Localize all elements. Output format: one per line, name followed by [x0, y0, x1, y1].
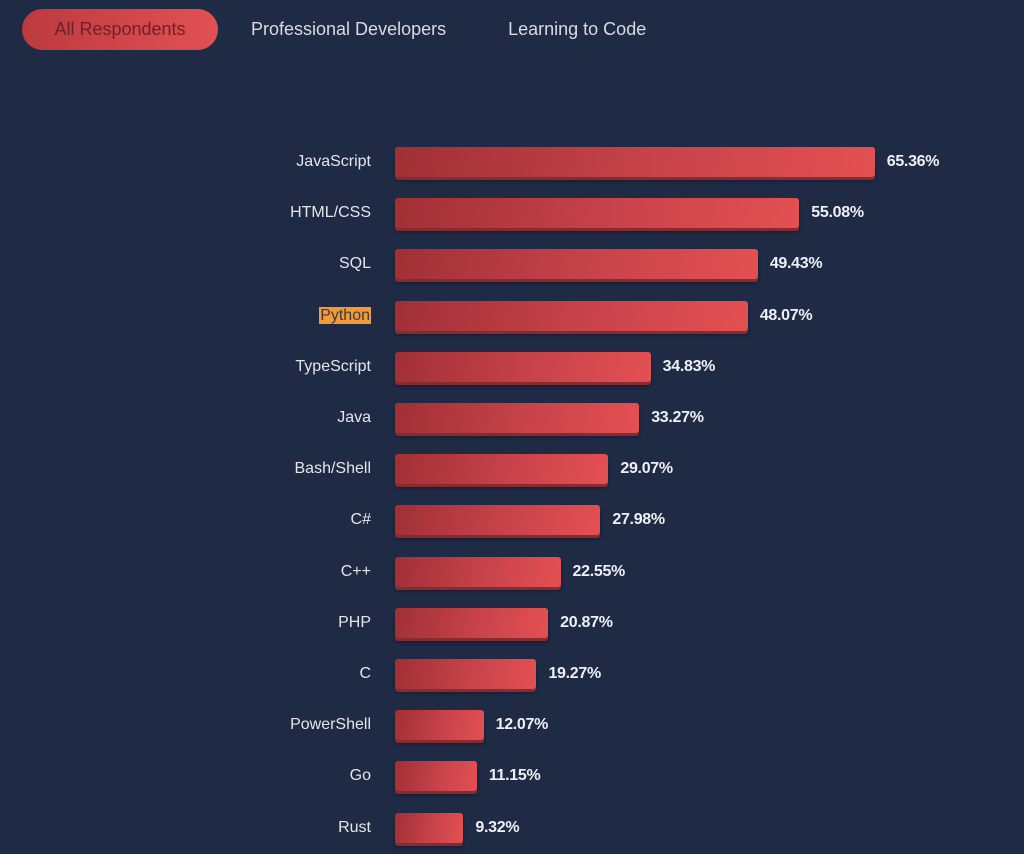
value-label: 49.43% — [769, 255, 823, 273]
bar-row: Bash/Shell 29.07% — [0, 454, 1024, 486]
bar[interactable] — [395, 556, 561, 587]
bar-row: SQL 49.43% — [0, 249, 1024, 281]
bar-row: C++ 22.55% — [0, 556, 1024, 589]
value-label: 19.27% — [548, 665, 601, 682]
category-label: PowerShell — [290, 710, 371, 740]
value-label: 55.08% — [811, 204, 864, 222]
bar-row: Go 11.15% — [0, 761, 1024, 793]
value-label: 22.55% — [572, 562, 626, 580]
bar[interactable] — [395, 147, 875, 177]
value-label: 9.32% — [475, 818, 520, 836]
bar[interactable] — [395, 607, 549, 638]
category-label: Bash/Shell — [295, 454, 372, 484]
bar-row: TypeScript 34.83% — [0, 351, 1024, 384]
bar-row: C# 27.98% — [0, 505, 1024, 537]
category-label-text: C# — [350, 511, 371, 529]
bar[interactable] — [395, 198, 800, 229]
bar[interactable] — [395, 300, 748, 331]
value-label: 27.98% — [612, 511, 665, 529]
category-label: Rust — [338, 813, 371, 843]
category-label: C++ — [341, 557, 371, 587]
category-label: Go — [350, 761, 371, 791]
category-label-text: PHP — [338, 613, 371, 631]
category-label-text: HTML/CSS — [290, 204, 371, 222]
category-label: SQL — [339, 249, 371, 279]
category-label-text: JavaScript — [296, 153, 371, 170]
bar[interactable] — [395, 761, 477, 792]
category-label: C# — [351, 505, 371, 535]
bar[interactable] — [395, 710, 484, 741]
category-label-text: Go — [349, 767, 371, 785]
category-label: C — [359, 659, 371, 689]
category-label-text: C++ — [340, 562, 371, 580]
value-label: 65.36% — [886, 153, 940, 170]
bar-row: Rust 9.32% — [0, 812, 1024, 845]
value-label: 20.87% — [560, 613, 613, 631]
category-label-text: C — [359, 665, 371, 682]
category-label: HTML/CSS — [290, 198, 371, 228]
category-label-text: Bash/Shell — [294, 460, 372, 478]
bar-row: Python 48.07% — [0, 300, 1024, 333]
category-label-text: TypeScript — [295, 357, 371, 375]
value-label: 29.07% — [620, 460, 673, 478]
tab-professional-developers[interactable]: Professional Developers — [251, 19, 447, 39]
value-label: 33.27% — [651, 409, 704, 426]
category-label-text: Rust — [338, 818, 371, 836]
category-label-text: Java — [337, 409, 371, 426]
value-label: 12.07% — [495, 716, 549, 734]
bar[interactable] — [395, 351, 651, 382]
category-label: Python — [319, 301, 371, 331]
bar-row: Java 33.27% — [0, 403, 1024, 435]
category-label: Java — [337, 403, 371, 433]
bar[interactable] — [395, 505, 601, 536]
bar[interactable] — [395, 249, 758, 280]
bar[interactable] — [395, 812, 464, 843]
bar-row: JavaScript 65.36% — [0, 147, 1024, 179]
category-label: JavaScript — [296, 147, 371, 177]
value-label: 48.07% — [759, 306, 813, 324]
bar[interactable] — [395, 454, 609, 485]
category-label-text: Python — [319, 306, 371, 324]
bar-row: C 19.27% — [0, 659, 1024, 691]
value-label: 11.15% — [488, 767, 541, 785]
category-label-text: SQL — [338, 255, 371, 273]
respondent-tabs: All Respondents Professional Developers … — [22, 9, 646, 50]
category-label-text: PowerShell — [290, 716, 371, 734]
bar-row: PowerShell 12.07% — [0, 710, 1024, 742]
bar-row: HTML/CSS 55.08% — [0, 198, 1024, 230]
category-label: TypeScript — [295, 352, 371, 382]
value-label: 34.83% — [662, 357, 716, 375]
bar[interactable] — [395, 403, 640, 433]
tab-learning-to-code[interactable]: Learning to Code — [508, 19, 647, 39]
category-label: PHP — [338, 608, 371, 638]
bar-row: PHP 20.87% — [0, 607, 1024, 640]
bar[interactable] — [395, 659, 537, 689]
tab-all-respondents[interactable]: All Respondents — [22, 9, 218, 50]
